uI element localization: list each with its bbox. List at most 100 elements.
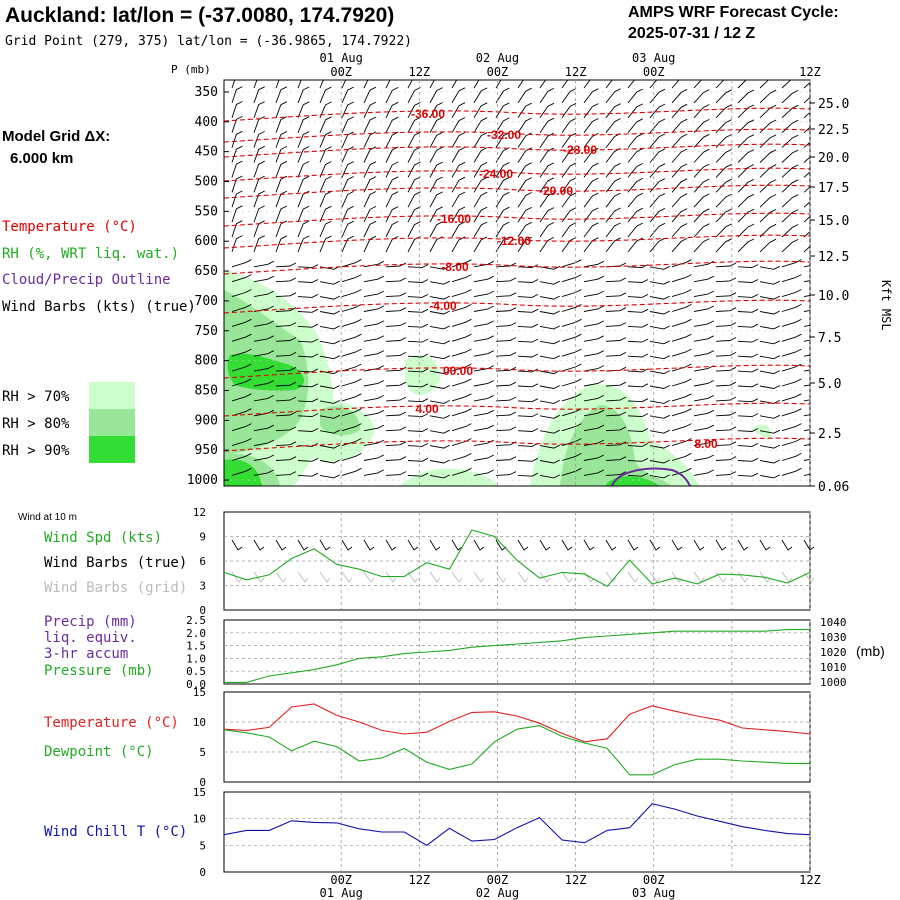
wind-barb	[517, 308, 539, 313]
wind-barb	[627, 163, 644, 178]
wind-barb	[583, 290, 605, 298]
wind-barb	[693, 424, 715, 432]
wind-barb	[319, 459, 341, 464]
wind-barb	[605, 80, 613, 89]
wind-barb	[385, 456, 407, 461]
wind-barb	[451, 318, 472, 327]
time-series-panels: 1296302.52.01.51.00.50.01040103010201010…	[186, 506, 846, 879]
wind-barb	[737, 193, 755, 208]
wind-barb	[803, 384, 810, 387]
series-wind-spd-kts	[223, 529, 811, 587]
wind-barb	[341, 235, 354, 253]
height-tick-label: 5.0	[818, 377, 841, 392]
legend-temperature: Temperature (°C)	[2, 219, 137, 235]
wind-barb	[715, 178, 732, 193]
wind-barb	[231, 363, 252, 372]
surface-wind-barb	[363, 539, 375, 551]
height-tick-label: 15.0	[818, 214, 849, 229]
temperature-contour-label: -4.00	[429, 299, 457, 313]
wind-barb	[473, 469, 495, 476]
wind-barb	[517, 338, 539, 343]
temperature-contour-label: 8.00	[694, 437, 718, 451]
wind-barb	[319, 295, 341, 300]
wind-barb	[627, 279, 649, 283]
wind-barb	[605, 133, 621, 148]
wind-barb	[517, 192, 532, 208]
wind-barb	[517, 221, 532, 238]
wind-barb	[671, 118, 688, 133]
wind-barb	[385, 292, 407, 298]
wind-barb	[627, 368, 649, 373]
wind-barb	[737, 208, 755, 223]
wind-barb	[671, 237, 688, 253]
wind-barb	[341, 259, 362, 268]
panel-y-tick-label: 1.0	[186, 652, 206, 665]
wind-barb	[253, 145, 265, 163]
surface-wind-barb	[341, 539, 353, 551]
wind-barb	[539, 80, 547, 89]
wind-barb	[231, 378, 252, 387]
wind-barb	[583, 88, 599, 104]
wind-barb	[473, 87, 488, 104]
wind-barb	[561, 147, 577, 163]
wind-barb	[473, 102, 488, 119]
panel-y-tick-label: 10	[193, 716, 206, 729]
panel-y-tick-label: 2.5	[186, 614, 206, 627]
wind-barb	[649, 163, 666, 178]
wind-barb	[671, 80, 680, 89]
surface-wind-barb	[649, 539, 661, 551]
series-dewpoint-c	[223, 725, 810, 776]
wind-barb	[275, 307, 297, 312]
temperature-contour	[224, 212, 810, 227]
surface-wind-barb	[275, 539, 287, 551]
wind-barb	[275, 292, 297, 298]
wind-barb	[319, 340, 341, 345]
pressure-right-tick-label: 1010	[820, 661, 847, 674]
wind-barb	[341, 423, 362, 432]
wind-barb	[605, 456, 627, 461]
height-axis-label: Kft MSL	[879, 280, 893, 331]
wind-barb	[671, 452, 692, 461]
surface-wind-barb	[385, 539, 397, 551]
top-date-label: 01 Aug	[320, 51, 363, 65]
wind-barb	[407, 264, 429, 269]
wind-barb	[407, 146, 421, 163]
wind-barb	[429, 206, 443, 223]
temperature-contour-label: -36.00	[411, 107, 445, 121]
wind-barb	[803, 324, 810, 327]
wind-barb	[319, 414, 341, 419]
wind-barb	[715, 148, 732, 163]
wind-barb	[737, 264, 759, 269]
wind-barb	[495, 102, 510, 119]
wind-barb	[407, 442, 429, 447]
wind-barb	[429, 146, 443, 163]
wind-barb	[275, 456, 297, 461]
wind-barb	[231, 438, 252, 447]
wind-barb	[341, 80, 347, 89]
pressure-tick-label: 350	[195, 85, 218, 100]
series-lines	[223, 529, 811, 846]
time-axis: 00Z 00Z 12Z 12Z 00Z 00Z 12Z 12Z 00Z 00Z 12Z 12Z 01 A…	[320, 51, 821, 900]
bottom-time-tick-label: 00Z	[487, 873, 509, 887]
wind-barb	[451, 274, 472, 283]
wind-barb	[253, 469, 275, 476]
wind-barb	[627, 103, 644, 119]
top-date-label: 02 Aug	[476, 51, 519, 65]
wind-barb	[517, 368, 539, 373]
surface-wind-barb-grid	[627, 571, 639, 583]
surface-wind-barb	[253, 539, 265, 551]
wind-barb	[319, 474, 341, 479]
wind-barb	[363, 380, 385, 387]
wind-barb	[385, 86, 399, 104]
wind-barb	[671, 303, 692, 312]
wind-barb	[583, 103, 599, 119]
wind-barb	[319, 399, 341, 404]
wind-barb	[495, 277, 517, 283]
surface-wind-barb	[583, 539, 595, 551]
wind-barb	[429, 355, 451, 360]
wind-barb	[671, 103, 688, 119]
wind-barb	[759, 149, 777, 163]
forecast-cycle-value: 2025-07-31 / 12 Z	[628, 25, 755, 42]
wind-barb	[803, 354, 810, 357]
panel-y-tick-label: 5	[199, 839, 206, 852]
